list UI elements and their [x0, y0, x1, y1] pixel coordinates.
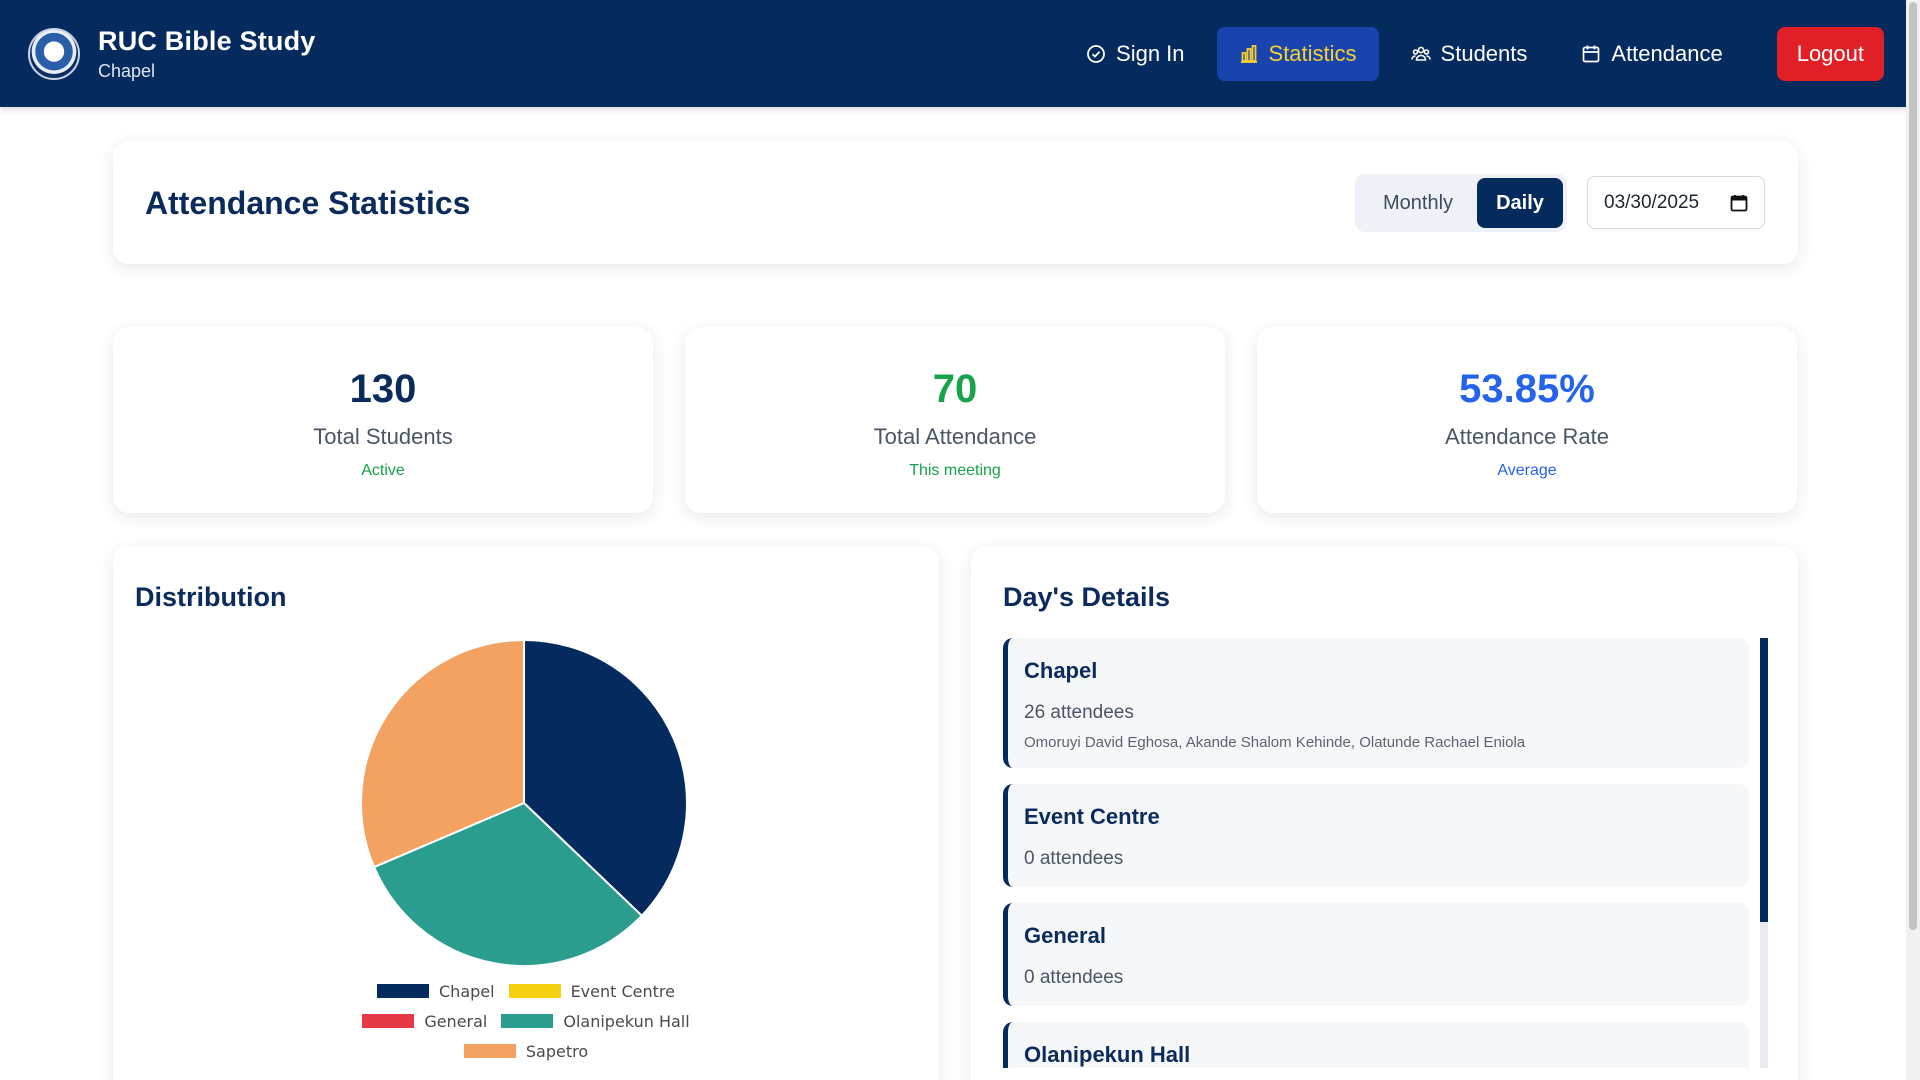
brand: RUC Bible Study Chapel — [98, 26, 316, 82]
legend-label: Chapel — [439, 981, 495, 1001]
pie-slice-chapel[interactable] — [523, 638, 688, 918]
page-scrollbar[interactable] — [1906, 0, 1920, 1080]
app-title: RUC Bible Study — [98, 25, 316, 56]
legend-row: Chapel Event Centre — [113, 976, 939, 1006]
stat-card-total-attendance: 70 Total Attendance This meeting — [685, 327, 1225, 513]
distribution-card: Distribution Chapel Event Centre General Ol… — [113, 546, 939, 1080]
detail-name: Event Centre — [1024, 804, 1160, 829]
nav-label: Attendance — [1611, 40, 1723, 66]
stat-label: Total Students — [313, 424, 453, 449]
logo — [28, 27, 80, 80]
legend-item[interactable]: General — [362, 1012, 487, 1031]
calendar-picker-icon[interactable] — [1730, 194, 1748, 212]
legend-row: Sapetro — [113, 1036, 939, 1066]
detail-item: Event Centre 0 attendees — [1003, 784, 1749, 887]
detail-count: 0 attendees — [1024, 848, 1124, 869]
distribution-title: Distribution — [135, 582, 287, 612]
legend-label: Sapetro — [525, 1041, 589, 1061]
details-scrollbar[interactable] — [1760, 638, 1768, 1068]
pie-slice-sapetro[interactable] — [360, 638, 525, 869]
details-scrollbar-thumb[interactable] — [1760, 638, 1768, 922]
chart-legend: Chapel Event Centre General Olanipekun Hall… — [113, 976, 939, 1066]
legend-item[interactable]: Event Centre — [508, 981, 675, 1001]
detail-item: Chapel 26 attendees Omoruyi David Eghosa… — [1003, 638, 1749, 768]
nav-label: Statistics — [1268, 40, 1357, 66]
detail-count: 0 attendees — [1024, 967, 1124, 988]
legend-label: Olanipekun Hall — [563, 1011, 690, 1031]
nav-sign-in[interactable]: Sign In — [1064, 27, 1207, 81]
legend-swatch — [508, 984, 561, 998]
stat-value: 53.85% — [1459, 367, 1595, 411]
page-title: Attendance Statistics — [145, 185, 471, 221]
days-details-card: Day's Details Chapel 26 attendees Omoruy… — [971, 546, 1798, 1080]
page-scrollbar-thumb[interactable] — [1909, 2, 1917, 930]
detail-item: Olanipekun Hall — [1003, 1022, 1749, 1068]
nav-statistics[interactable]: Statistics — [1216, 26, 1379, 81]
check-circle-icon — [1087, 44, 1105, 63]
detail-item: General 0 attendees — [1003, 903, 1749, 1006]
period-toggle: Monthly Daily — [1355, 174, 1567, 232]
stat-card-total-students: 130 Total Students Active — [113, 327, 653, 513]
app-subtitle: Chapel — [98, 60, 156, 81]
detail-attendee-names: Omoruyi David Eghosa, Akande Shalom Kehi… — [1024, 734, 1526, 751]
stat-label: Attendance Rate — [1445, 424, 1609, 449]
legend-swatch — [463, 1044, 516, 1058]
stat-label: Total Attendance — [873, 424, 1037, 449]
legend-swatch — [377, 984, 429, 998]
detail-name: General — [1024, 923, 1106, 948]
legend-label: Event Centre — [570, 981, 675, 1001]
pie-slice-olanipekun-hall[interactable] — [372, 801, 644, 967]
nav-attendance[interactable]: Attendance — [1559, 27, 1744, 81]
legend-item[interactable]: Sapetro — [463, 1041, 589, 1061]
stat-sub: Active — [361, 462, 405, 479]
stat-card-attendance-rate: 53.85% Attendance Rate Average — [1257, 327, 1797, 513]
toggle-monthly[interactable]: Monthly — [1382, 191, 1454, 214]
legend-swatch — [501, 1014, 554, 1028]
stat-value: 70 — [932, 367, 978, 411]
stat-sub: Average — [1497, 462, 1557, 479]
distribution-pie-chart — [360, 638, 688, 967]
detail-count: 26 attendees — [1024, 702, 1134, 723]
legend-label: General — [424, 1011, 488, 1031]
bar-chart-icon — [1240, 44, 1257, 63]
toggle-daily[interactable]: Daily — [1477, 178, 1563, 228]
nav-students[interactable]: Students — [1389, 27, 1550, 81]
date-value: 03/30/2025 — [1604, 191, 1700, 213]
calendar-icon — [1583, 45, 1600, 62]
legend-row: General Olanipekun Hall — [113, 1006, 939, 1036]
stat-sub: This meeting — [909, 462, 1001, 479]
detail-name: Olanipekun Hall — [1024, 1042, 1191, 1067]
nav-label: Students — [1440, 40, 1528, 66]
legend-item[interactable]: Chapel — [377, 982, 495, 1001]
detail-name: Chapel — [1024, 658, 1098, 683]
date-input[interactable]: 03/30/2025 — [1587, 176, 1765, 229]
stat-value: 130 — [349, 367, 417, 411]
legend-item[interactable]: Olanipekun Hall — [501, 1011, 690, 1031]
logout-button[interactable]: Logout — [1776, 26, 1884, 81]
legend-swatch — [362, 1014, 415, 1028]
users-icon — [1410, 46, 1431, 61]
main-nav: Sign In Statistics Students Attendance L… — [1064, 26, 1884, 81]
nav-label: Sign In — [1116, 40, 1185, 66]
details-list[interactable]: Chapel 26 attendees Omoruyi David Eghosa… — [1003, 638, 1763, 1068]
top-navbar: RUC Bible Study Chapel Sign In Statistic… — [0, 0, 1906, 107]
details-title: Day's Details — [1003, 582, 1171, 612]
statistics-header-card: Attendance Statistics Monthly Daily 03/3… — [113, 141, 1798, 264]
